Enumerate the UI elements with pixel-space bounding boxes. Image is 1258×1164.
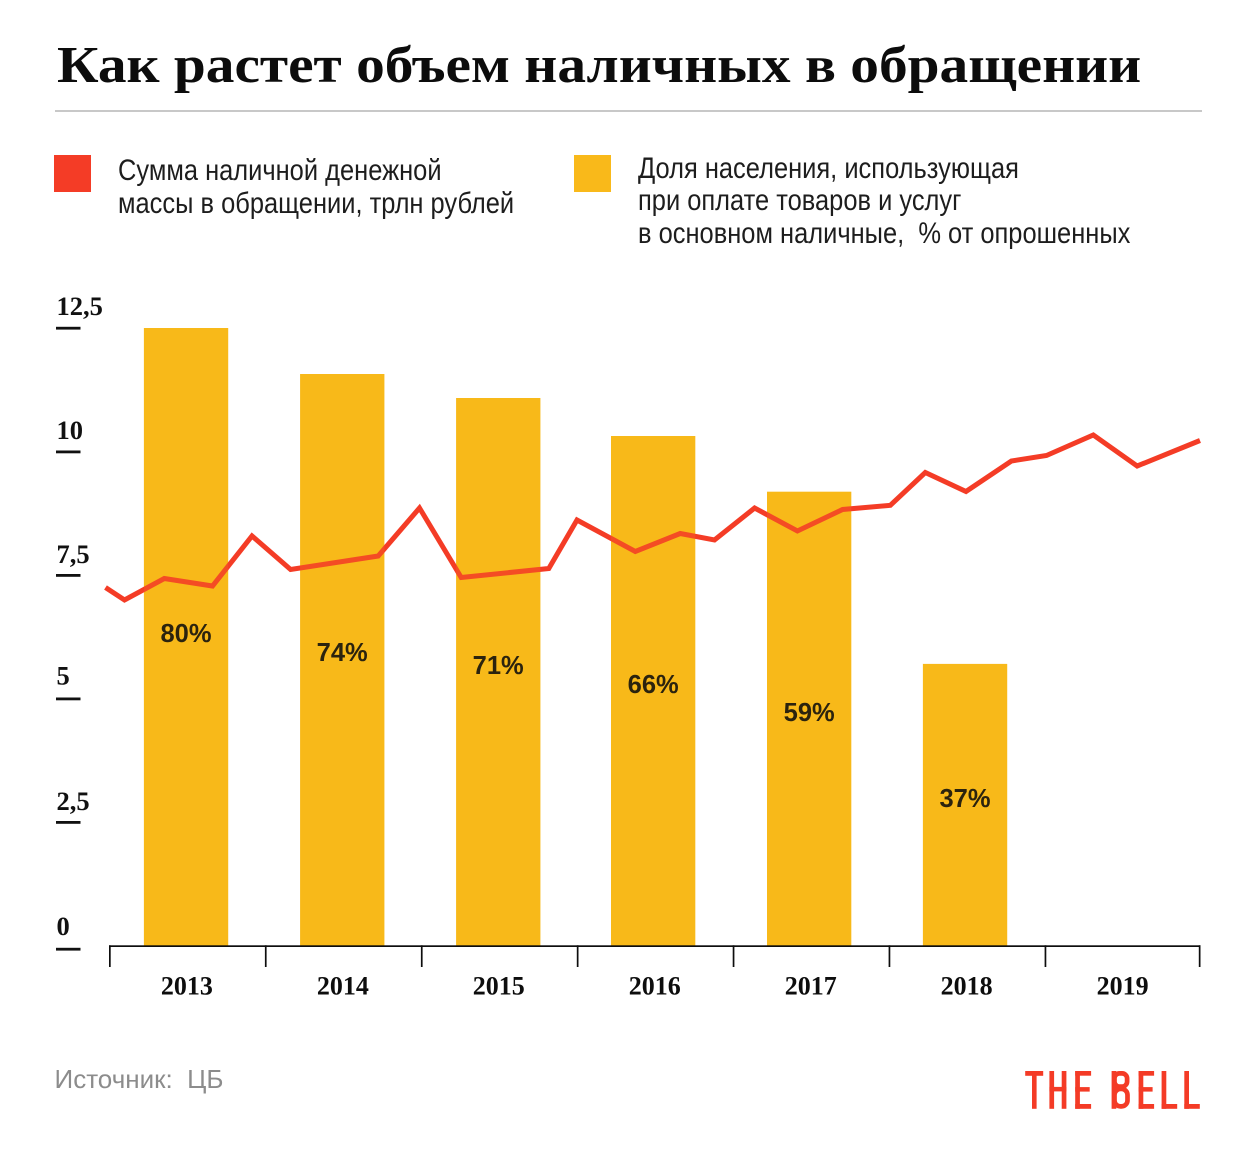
svg-text:66%: 66% [628,671,679,699]
svg-text:2013: 2013 [161,972,213,1001]
svg-text:10: 10 [57,415,84,445]
svg-text:2,5: 2,5 [57,786,90,816]
svg-text:59%: 59% [784,699,835,727]
svg-text:2014: 2014 [317,972,369,1001]
svg-text:74%: 74% [317,639,368,667]
svg-text:7,5: 7,5 [57,539,90,569]
svg-text:71%: 71% [473,652,524,680]
svg-text:2015: 2015 [473,972,525,1001]
svg-text:2018: 2018 [941,972,993,1001]
svg-text:5: 5 [57,661,70,691]
svg-text:2019: 2019 [1097,972,1149,1001]
svg-text:2017: 2017 [785,972,837,1001]
svg-text:12,5: 12,5 [57,291,103,321]
svg-text:37%: 37% [939,785,990,813]
svg-text:0: 0 [57,911,70,941]
svg-text:80%: 80% [160,620,211,648]
svg-text:2016: 2016 [629,972,681,1001]
